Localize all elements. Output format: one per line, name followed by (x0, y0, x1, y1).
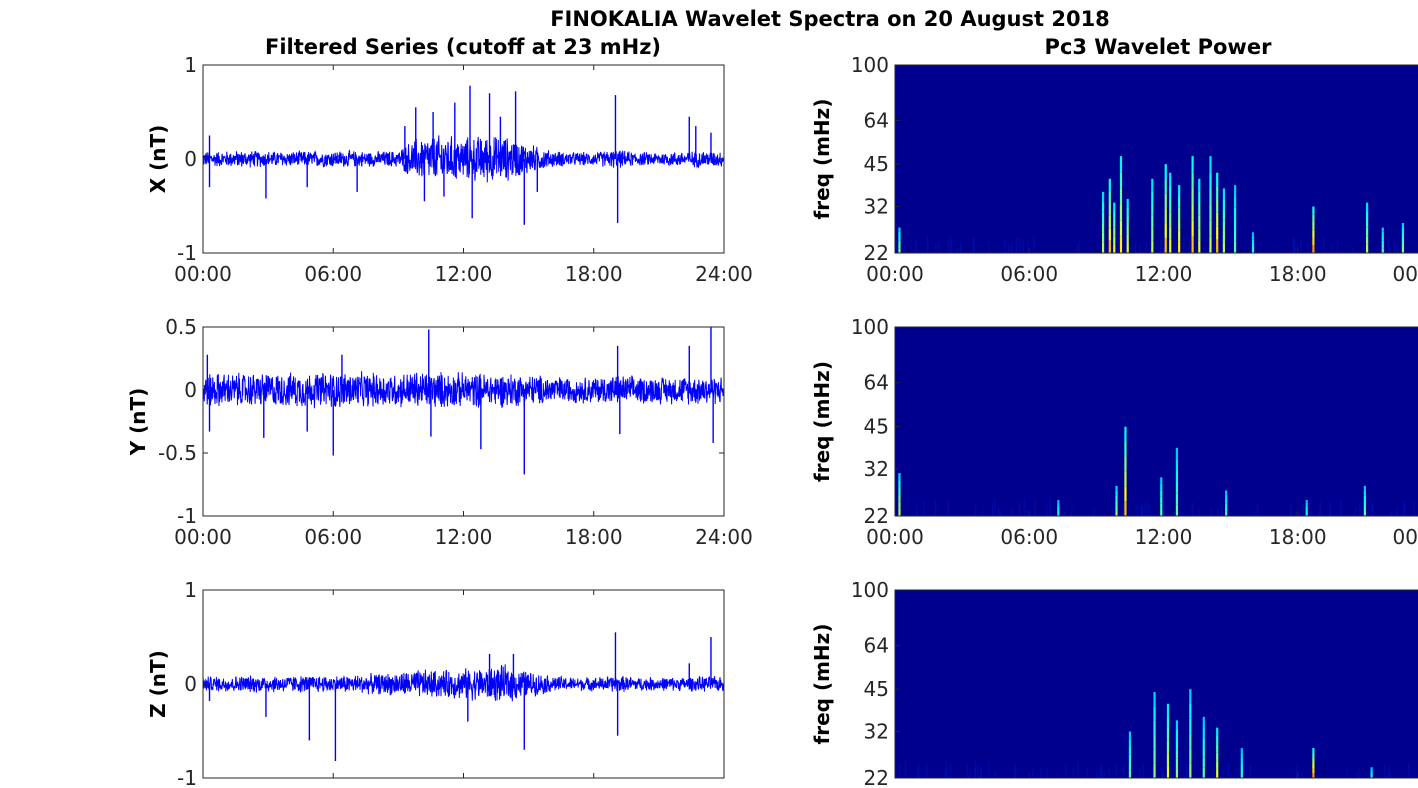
x-tick-label: 18:00 (565, 262, 623, 286)
x-tick-label: 06:00 (1000, 262, 1058, 286)
y-tick-label: 45 (864, 677, 889, 701)
x-tick-label: 24:00 (695, 525, 753, 549)
heatmap-background (895, 590, 1418, 778)
y-tick-label: 0 (184, 147, 197, 171)
x-tick-label: 12:00 (1135, 262, 1193, 286)
series-line-y (202, 371, 725, 409)
y-tick-label: 32 (864, 194, 889, 218)
y-tick-label: 45 (864, 415, 889, 439)
x-tick-label: 00 (1393, 262, 1418, 286)
y-axis-label: freq (mHz) (810, 99, 834, 220)
x-tick-label: 00:00 (174, 525, 232, 549)
x-tick-label: 00:00 (174, 262, 232, 286)
x-tick-label: 12:00 (435, 262, 493, 286)
y-tick-label: 0 (184, 672, 197, 696)
y-axis-label: Z (nT) (146, 650, 170, 718)
right-column-title: Pc3 Wavelet Power (1045, 35, 1273, 59)
wavelet-panel-z: 22 32 45 64 100 freq (mHz) (810, 578, 1418, 788)
left-column-title: Filtered Series (cutoff at 23 mHz) (265, 35, 661, 59)
y-tick-label: 1 (184, 578, 197, 602)
y-axis-label: freq (mHz) (810, 624, 834, 745)
y-tick-label: 32 (864, 719, 889, 743)
y-tick-label: 22 (864, 504, 889, 528)
series-panel-z: 1 0 -1 Z (nT) (146, 578, 725, 788)
x-tick-label: 12:00 (435, 525, 493, 549)
y-tick-label: 100 (851, 315, 889, 339)
y-tick-label: 64 (864, 633, 889, 657)
series-line-x (202, 135, 725, 183)
x-tick-label: 24:00 (695, 262, 753, 286)
plot-area (203, 327, 724, 516)
y-tick-label: 0 (184, 378, 197, 402)
series-panel-y: 0.5 0 -0.5 -100:00 06:00 12:00 18:00 24:00 Y (nT… (126, 315, 753, 549)
y-tick-label: 100 (851, 578, 889, 602)
x-tick-label: 06:00 (1000, 525, 1058, 549)
heatmap-background (895, 65, 1418, 253)
y-tick-label: -1 (177, 504, 197, 528)
x-tick-label: 18:00 (1269, 262, 1327, 286)
y-tick-label: 64 (864, 371, 889, 395)
x-tick-label: 18:00 (1269, 525, 1327, 549)
x-tick-label: 00:00 (866, 525, 924, 549)
wavelet-panel-y: 22 32 45 64 100 00:00 06:00 12:00 18:00 00 freq (m… (810, 315, 1418, 549)
series-panel-x: 1 0 -100:00 06:00 12:00 18:00 24:00 X (nT) (146, 53, 753, 286)
y-tick-label: 22 (864, 766, 889, 788)
y-tick-label: 0.5 (165, 315, 197, 339)
y-tick-label: 45 (864, 152, 889, 176)
y-tick-label: 22 (864, 241, 889, 265)
y-tick-label: -0.5 (158, 441, 197, 465)
y-tick-label: 32 (864, 457, 889, 481)
x-tick-label: 12:00 (1135, 525, 1193, 549)
figure-title: FINOKALIA Wavelet Spectra on 20 August 2… (550, 7, 1110, 31)
series-line-z (202, 664, 725, 702)
wavelet-panel-x: 22 32 45 64 100 00:00 06:00 12:00 18:00 00 freq (m… (810, 53, 1418, 286)
y-tick-label: 100 (851, 53, 889, 77)
x-tick-label: 18:00 (565, 525, 623, 549)
y-axis-label: X (nT) (146, 125, 170, 194)
y-tick-label: -1 (177, 241, 197, 265)
y-axis-label: Y (nT) (126, 388, 150, 457)
x-tick-label: 06:00 (304, 525, 362, 549)
y-tick-label: -1 (177, 766, 197, 788)
subplot-grid: 10-100:00 06:00 12:00 18:00 24:00X (nT)0.50-… (126, 53, 1418, 788)
x-tick-label: 06:00 (304, 262, 362, 286)
x-tick-label: 00:00 (866, 262, 924, 286)
x-tick-label: 00 (1393, 525, 1418, 549)
y-tick-label: 64 (864, 108, 889, 132)
y-tick-label: 1 (184, 53, 197, 77)
y-axis-label: freq (mHz) (810, 361, 834, 482)
heatmap-background (895, 327, 1418, 516)
